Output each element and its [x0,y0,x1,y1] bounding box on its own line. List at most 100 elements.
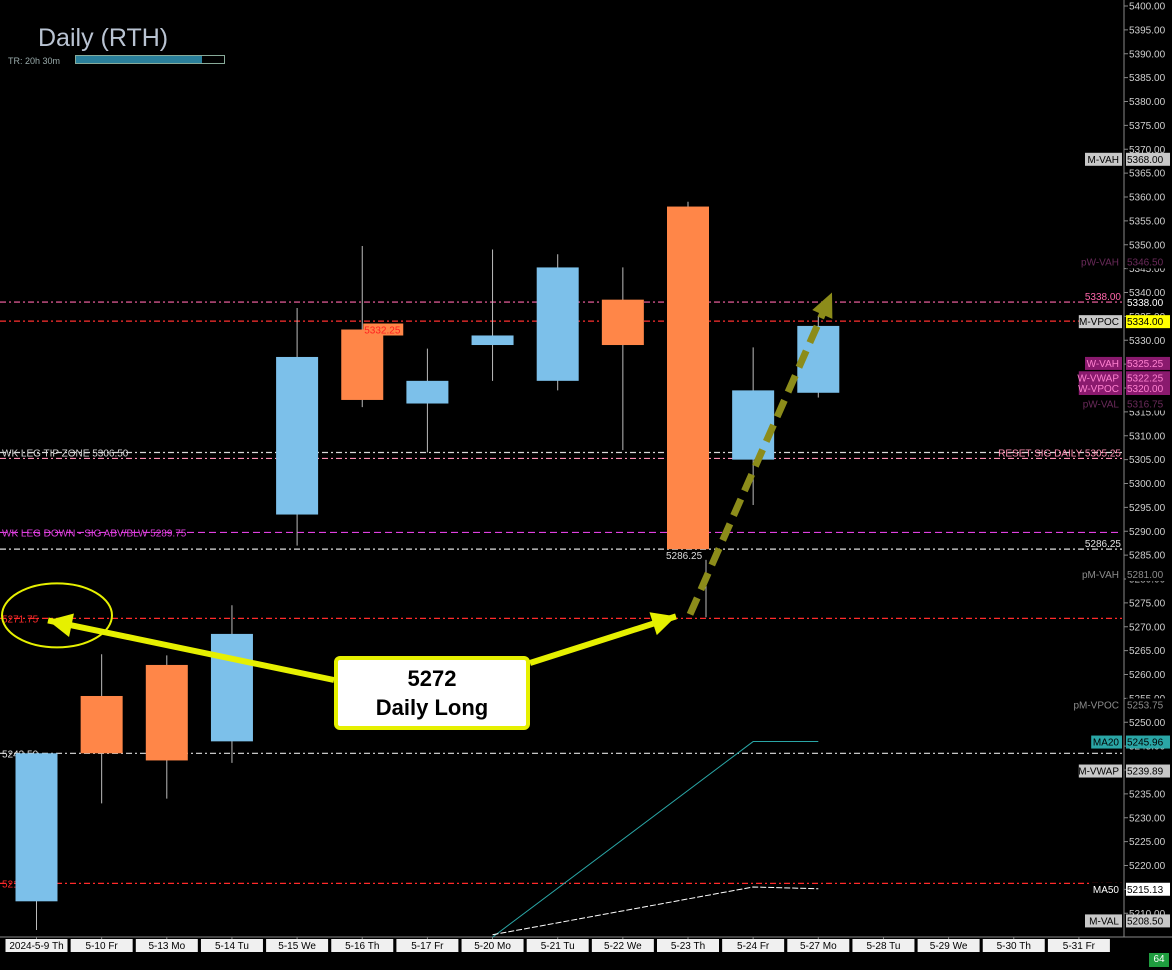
highlight-circle [1,582,113,649]
y-tick-label: 5275.00 [1129,598,1166,609]
x-tick-label: 5-29 We [930,941,968,952]
level-label: 5286.25 [1085,539,1122,550]
x-tick-label-bg [852,939,915,952]
indicator-name: pW-VAH [1081,257,1119,268]
level-label: 5271.75 [2,614,39,625]
candle-body [732,390,775,460]
y-tick-label: 5225.00 [1129,837,1166,848]
x-tick-label-bg [526,939,589,952]
y-tick-label: 5265.00 [1129,646,1166,657]
x-tick-label-bg [787,939,850,952]
candle-body [601,299,644,346]
callout-text: Daily Long [375,695,489,720]
indicator-name: W-VWAP [1077,373,1119,384]
y-tick-label: 5250.00 [1129,718,1166,729]
indicator-name-bg [1078,315,1122,329]
y-tick-label: 5300.00 [1129,479,1166,490]
y-tick-label: 5385.00 [1129,73,1166,84]
annotation-bg [363,323,404,336]
y-tick-label: 5370.00 [1129,145,1166,156]
y-tick-label: 5345.00 [1129,264,1166,275]
y-tick-label: 5350.00 [1129,240,1166,251]
price-tag-bg [1126,397,1170,411]
x-tick-label-bg [1047,939,1110,952]
x-tick-label: 5-24 Fr [737,941,770,952]
y-tick-label: 5220.00 [1129,861,1166,872]
x-tick-label: 5-14 Tu [215,941,249,952]
y-tick-label: 5285.00 [1129,551,1166,562]
candle-body [80,695,123,754]
time-remaining-label: TR: 20h 30m [8,56,61,66]
y-tick-label: 5380.00 [1129,97,1166,108]
y-tick-label: 5295.00 [1129,503,1166,514]
y-tick-label: 5360.00 [1129,193,1166,204]
y-tick-label: 5210.00 [1129,909,1166,920]
indicator-name-bg [1085,914,1122,928]
y-tick-label: 5395.00 [1129,25,1166,36]
x-tick-label: 5-15 We [278,941,316,952]
x-tick-label: 2024-5-9 Th [9,941,63,952]
x-tick-label: 5-21 Tu [541,941,575,952]
indicator-name: M-VAL [1089,916,1119,927]
candle-body [276,356,319,515]
left-arrow [47,617,335,683]
indicator-name: W-VPOC [1078,384,1119,395]
x-tick-label: 5-30 Th [997,941,1031,952]
x-tick-label: 5-10 Fr [86,941,119,952]
trade-callout: 5272 Daily Long [334,656,530,730]
right-arrow-head [649,612,676,636]
indicator-name: pM-VAH [1082,570,1119,581]
x-tick-label-bg [70,939,133,952]
x-tick-label: 5-17 Fr [411,941,444,952]
ma50-line [492,886,819,936]
x-tick-label-bg [722,939,785,952]
x-tick-label: 5-27 Mo [800,941,837,952]
price-tag-bg [1126,914,1170,928]
candle-body [667,206,709,550]
candle-body [536,267,579,381]
candle-body [341,329,384,400]
time-remaining-bar [75,55,225,64]
price-tag-bg [1126,296,1170,310]
candle-body [471,335,514,346]
x-tick-label: 5-13 Mo [148,941,185,952]
candle-body [15,753,58,902]
price-tag: 5346.50 [1127,257,1164,268]
x-tick-label-bg [461,939,524,952]
indicator-name: M-VPOC [1079,317,1119,328]
level-label: WK LEG TIP ZONE 5306.50 [2,448,129,459]
x-tick-label: 5-31 Fr [1063,941,1096,952]
y-tick-label: 5260.00 [1129,670,1166,681]
indicator-name-bg [1078,382,1122,395]
indicator-name: M-VAH [1088,155,1119,166]
x-tick-label: 5-22 We [604,941,642,952]
x-tick-label-bg [396,939,459,952]
callout-price: 5272 [407,666,457,691]
indicator-name: MA50 [1093,885,1120,896]
price-tag: 5215.13 [1127,885,1164,896]
x-tick-label: 5-28 Tu [866,941,900,952]
x-tick-label-bg [266,939,329,952]
x-tick-label-bg [200,939,263,952]
projection-arrow-head [812,292,833,319]
price-tag: 5253.75 [1127,700,1164,711]
indicator-name-bg [1091,882,1122,896]
price-tag-bg [1126,882,1170,896]
y-tick-label: 5375.00 [1129,121,1166,132]
level-label: RESET SIG DAILY 5305.25 [998,448,1121,459]
y-tick-label: 5390.00 [1129,49,1166,60]
price-tag: 5208.50 [1127,916,1164,927]
y-tick-label: 5365.00 [1129,169,1166,180]
ma20-line [492,741,819,938]
price-tag-bg [1126,371,1170,385]
indicator-name-bg [1085,152,1122,166]
x-tick-label-bg [917,939,980,952]
price-tag-bg [1126,735,1170,749]
indicator-name-bg [1078,371,1122,385]
y-tick-label: 5400.00 [1129,2,1166,13]
candle-body [145,664,188,761]
y-tick-label: 5340.00 [1129,288,1166,299]
x-tick-label: 5-16 Th [345,941,379,952]
x-tick-label-bg [5,939,68,952]
